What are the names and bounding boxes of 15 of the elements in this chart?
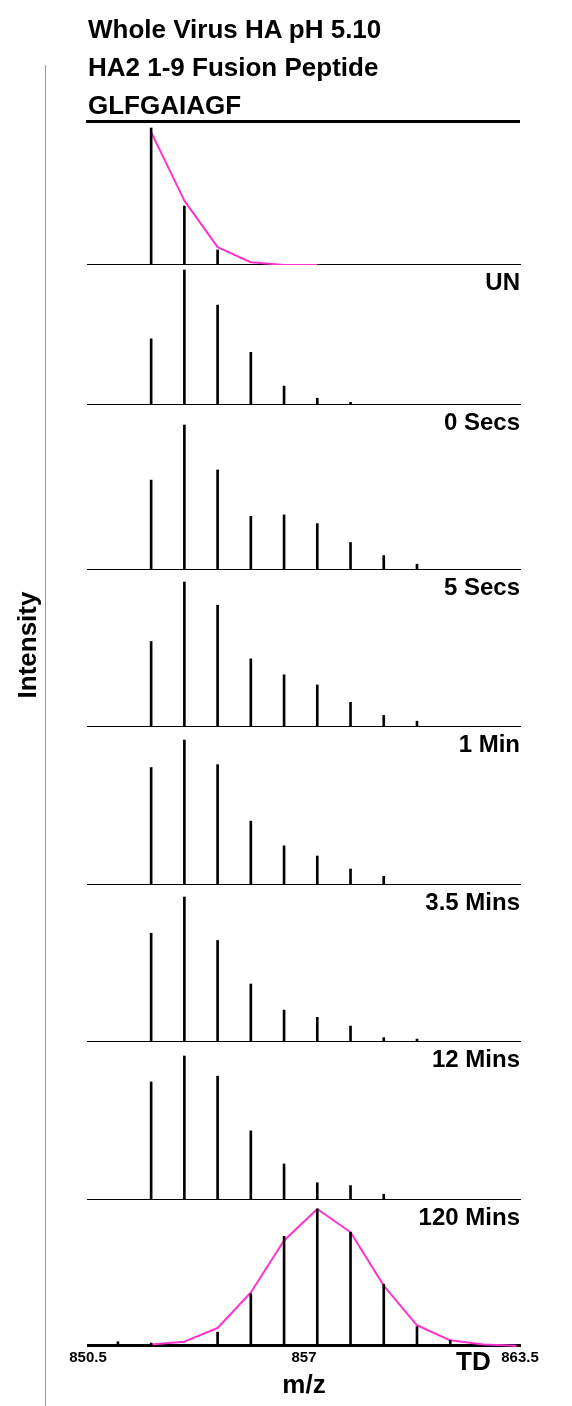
annotation: 1 Min — [458, 729, 520, 757]
annotation: 12 Mins — [431, 1044, 520, 1072]
x-tick-label: 850.5 — [69, 1347, 107, 1365]
series-label: TD — [456, 1345, 491, 1376]
x-axis-title: m/z — [282, 1368, 326, 1399]
x-tick-label: 863.5 — [501, 1347, 539, 1365]
annotation: 120 Mins — [418, 1202, 520, 1230]
chart-subtitle: HA2 1-9 Fusion Peptide GLFGAIAGF — [88, 52, 379, 120]
x-tick-label: 857 — [291, 1347, 317, 1365]
y-axis-title: Intensity — [11, 591, 43, 699]
annotation: UN — [485, 267, 520, 295]
annotation: 3.5 Mins — [425, 887, 520, 915]
annotation: 5 Secs — [443, 572, 520, 600]
chart-title: Whole Virus HA pH 5.10 — [88, 14, 382, 44]
annotation: 0 Secs — [443, 407, 520, 435]
